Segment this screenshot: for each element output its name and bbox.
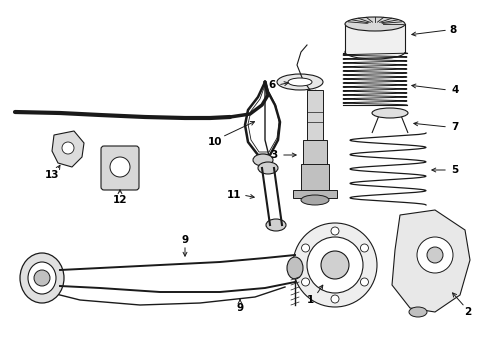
Ellipse shape: [345, 45, 405, 59]
Bar: [307, 90, 323, 142]
Circle shape: [34, 270, 50, 286]
Bar: [293, 190, 337, 198]
Bar: [303, 140, 327, 165]
Ellipse shape: [301, 195, 329, 205]
Text: 5: 5: [451, 165, 459, 175]
Ellipse shape: [288, 78, 312, 86]
Ellipse shape: [409, 307, 427, 317]
Circle shape: [110, 157, 130, 177]
Text: 4: 4: [451, 85, 459, 95]
Text: 6: 6: [269, 80, 275, 90]
Circle shape: [293, 223, 377, 307]
Text: 3: 3: [270, 150, 278, 160]
Bar: [345, 24, 405, 52]
Ellipse shape: [277, 74, 323, 90]
Circle shape: [427, 247, 443, 263]
Text: 1: 1: [306, 295, 314, 305]
Ellipse shape: [258, 162, 278, 174]
Circle shape: [417, 237, 453, 273]
Circle shape: [331, 295, 339, 303]
Text: 10: 10: [208, 137, 222, 147]
Text: 8: 8: [449, 25, 457, 35]
Ellipse shape: [266, 219, 286, 231]
Circle shape: [301, 278, 310, 286]
FancyBboxPatch shape: [101, 146, 139, 190]
Text: 11: 11: [227, 190, 241, 200]
Text: 7: 7: [451, 122, 459, 132]
Text: 12: 12: [113, 195, 127, 205]
Text: 9: 9: [237, 303, 244, 313]
Text: 13: 13: [45, 170, 59, 180]
Circle shape: [307, 237, 363, 293]
Ellipse shape: [28, 262, 56, 294]
Text: 9: 9: [181, 235, 189, 245]
Ellipse shape: [287, 257, 303, 279]
Polygon shape: [392, 210, 470, 312]
Circle shape: [331, 227, 339, 235]
Circle shape: [62, 142, 74, 154]
Circle shape: [321, 251, 349, 279]
Ellipse shape: [20, 253, 64, 303]
Ellipse shape: [372, 108, 408, 118]
Circle shape: [361, 244, 368, 252]
Ellipse shape: [345, 17, 405, 31]
Ellipse shape: [253, 154, 273, 166]
Circle shape: [301, 244, 310, 252]
Text: 2: 2: [465, 307, 471, 317]
Circle shape: [361, 278, 368, 286]
Bar: [301, 164, 329, 192]
Polygon shape: [52, 131, 84, 167]
